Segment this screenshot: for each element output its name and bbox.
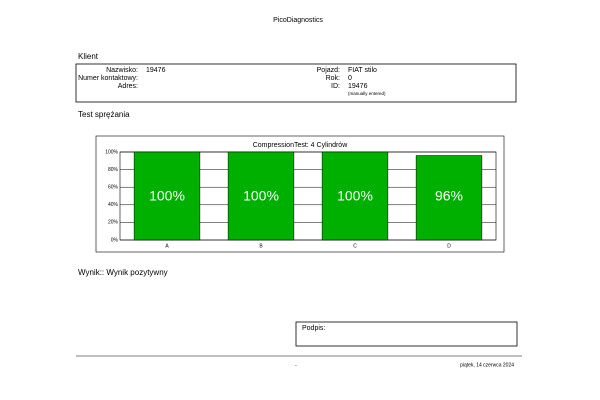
bar	[227, 151, 295, 241]
y-tick-label: 60%	[108, 185, 119, 191]
section-title: Test sprężania	[78, 110, 130, 119]
field-label: Rok:	[326, 75, 340, 82]
y-tick-label: 0%	[111, 237, 119, 243]
chart-title: CompressionTest: 4 Cylindrów	[253, 142, 348, 149]
bar	[321, 151, 389, 241]
field-label: Numer kontaktowy:	[78, 75, 138, 82]
field-value: FIAT stilo	[348, 67, 377, 74]
field-label: Adres:	[118, 83, 138, 90]
x-tick-label: D	[447, 243, 451, 249]
report-title: PicoDiagnostics	[273, 17, 323, 24]
x-tick-label: A	[165, 243, 169, 249]
signature-box	[295, 321, 518, 347]
value-label: 100%	[149, 188, 185, 204]
y-tick-label: 100%	[105, 149, 118, 155]
y-tick-label: 40%	[108, 202, 119, 208]
bar	[415, 155, 483, 241]
field-label: Nazwisko:	[106, 67, 138, 74]
field-label: ID:	[331, 83, 340, 90]
field-label: Pojazd:	[317, 67, 340, 74]
result-text: Wynik:: Wynik pozytywny	[78, 268, 168, 277]
signature-label: Podpis:	[302, 325, 325, 332]
client-box	[75, 63, 517, 103]
value-label: 100%	[243, 188, 279, 204]
y-tick-label: 20%	[108, 220, 119, 226]
section-title: Klient	[78, 52, 99, 61]
footer-center: -	[295, 362, 297, 368]
x-tick-label: C	[353, 243, 357, 249]
x-tick-label: B	[259, 243, 263, 249]
footer-date: piątek, 14 czerwca 2024	[460, 362, 514, 368]
field-note: (manually entered)	[348, 91, 386, 96]
field-value: 19476	[348, 83, 368, 90]
field-value: 0	[348, 75, 352, 82]
plot: 0% 20% 40% 60% 80% 100% A 100% B 100% C 100% D 96%	[105, 149, 497, 249]
y-tick-label: 80%	[108, 167, 119, 173]
bar	[133, 151, 201, 241]
field-value: 19476	[146, 67, 166, 74]
chart-frame	[95, 135, 505, 253]
value-label: 100%	[337, 188, 373, 204]
value-label: 96%	[435, 188, 463, 204]
